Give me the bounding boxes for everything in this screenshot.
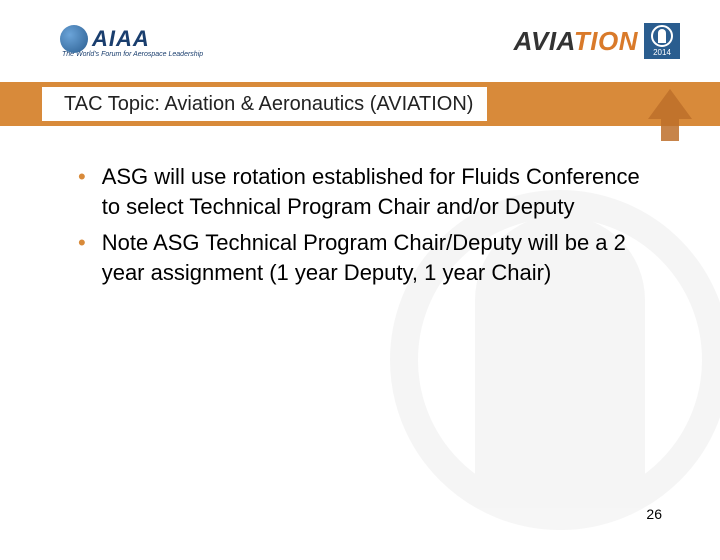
aiaa-logo: AIAA The World's Forum for Aerospace Lea… — [60, 25, 203, 58]
bullet-item: • ASG will use rotation established for … — [78, 162, 660, 222]
badge-icon — [651, 25, 673, 47]
globe-icon — [60, 25, 88, 53]
aiaa-logo-text: AIAA — [92, 26, 150, 52]
year-badge: 2014 — [644, 23, 680, 59]
aviation-text-part1: AVIA — [514, 26, 574, 56]
arrow-icon — [648, 89, 692, 119]
bullet-dot-icon: • — [78, 162, 86, 222]
header: AIAA The World's Forum for Aerospace Lea… — [0, 0, 720, 82]
content-area: • ASG will use rotation established for … — [0, 126, 720, 288]
slide-title: TAC Topic: Aviation & Aeronautics (AVIAT… — [50, 87, 487, 121]
year-text: 2014 — [653, 48, 671, 57]
page-number: 26 — [646, 506, 662, 522]
bullet-item: • Note ASG Technical Program Chair/Deput… — [78, 228, 660, 288]
title-bar: TAC Topic: Aviation & Aeronautics (AVIAT… — [0, 82, 720, 126]
aiaa-tagline: The World's Forum for Aerospace Leadersh… — [62, 51, 203, 58]
aviation-logo: AVIATION 2014 — [514, 23, 680, 59]
bullet-text: Note ASG Technical Program Chair/Deputy … — [102, 228, 660, 288]
bullet-dot-icon: • — [78, 228, 86, 288]
bullet-text: ASG will use rotation established for Fl… — [102, 162, 660, 222]
aviation-text-part2: TION — [574, 26, 638, 56]
